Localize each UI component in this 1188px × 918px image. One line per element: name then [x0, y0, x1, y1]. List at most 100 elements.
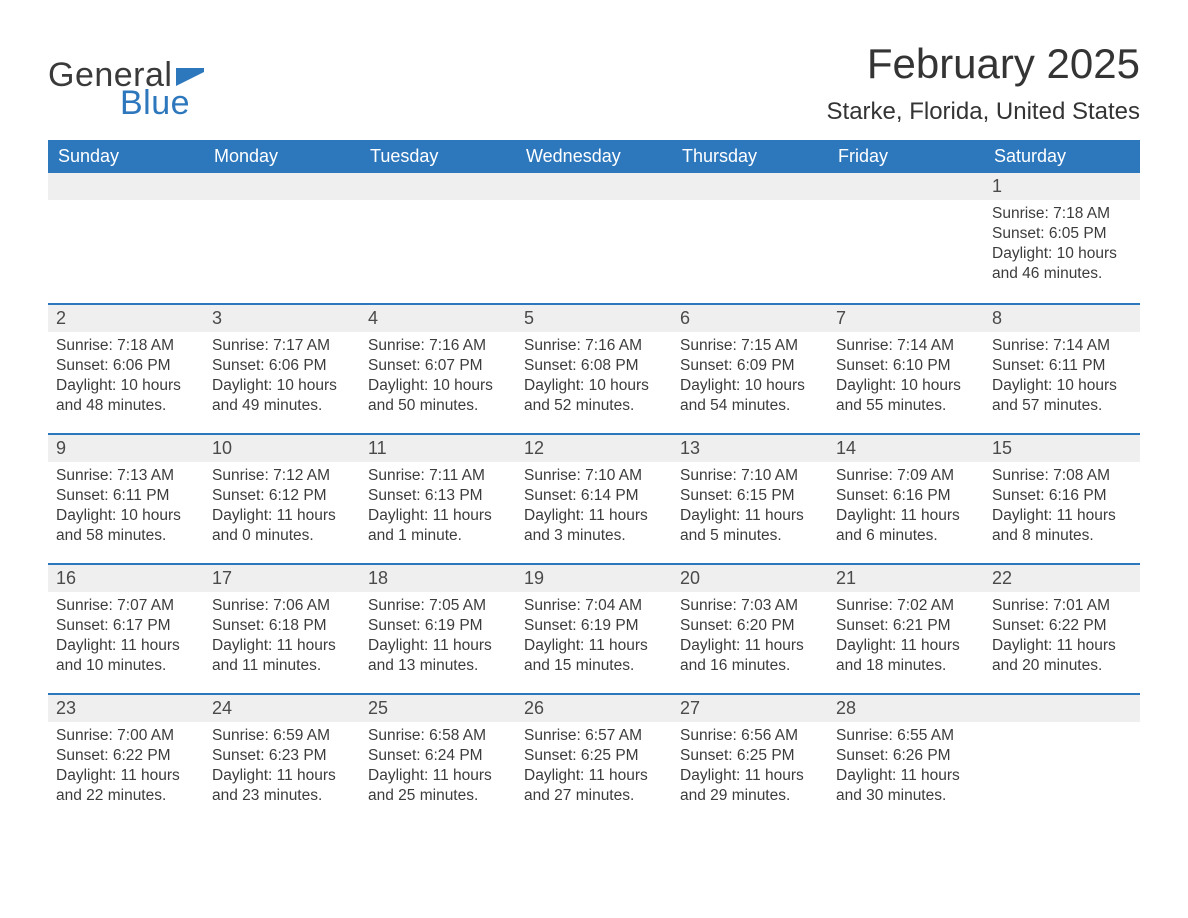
- sunrise-text: Sunrise: 7:02 AM: [836, 596, 976, 616]
- daylight-text: Daylight: 11 hours and 27 minutes.: [524, 766, 664, 806]
- day-number: 9: [48, 433, 204, 462]
- day-number: 23: [48, 693, 204, 722]
- weekday-header: Thursday: [672, 140, 828, 173]
- day-content: Sunrise: 7:10 AMSunset: 6:14 PMDaylight:…: [516, 462, 672, 555]
- sunset-text: Sunset: 6:26 PM: [836, 746, 976, 766]
- calendar-week-row: 1Sunrise: 7:18 AMSunset: 6:05 PMDaylight…: [48, 173, 1140, 303]
- calendar-cell: 26Sunrise: 6:57 AMSunset: 6:25 PMDayligh…: [516, 693, 672, 823]
- sunrise-text: Sunrise: 7:14 AM: [992, 336, 1132, 356]
- daylight-text: Daylight: 10 hours and 46 minutes.: [992, 244, 1132, 284]
- sunrise-text: Sunrise: 7:16 AM: [368, 336, 508, 356]
- sunrise-text: Sunrise: 7:13 AM: [56, 466, 196, 486]
- sunrise-text: Sunrise: 7:15 AM: [680, 336, 820, 356]
- calendar-cell: [672, 173, 828, 303]
- sunset-text: Sunset: 6:08 PM: [524, 356, 664, 376]
- calendar-week-row: 9Sunrise: 7:13 AMSunset: 6:11 PMDaylight…: [48, 433, 1140, 563]
- day-number: 26: [516, 693, 672, 722]
- sunset-text: Sunset: 6:06 PM: [212, 356, 352, 376]
- sunrise-text: Sunrise: 6:57 AM: [524, 726, 664, 746]
- calendar-cell: [48, 173, 204, 303]
- day-content: Sunrise: 7:04 AMSunset: 6:19 PMDaylight:…: [516, 592, 672, 685]
- day-number: 3: [204, 303, 360, 332]
- sunrise-text: Sunrise: 7:07 AM: [56, 596, 196, 616]
- day-number: 25: [360, 693, 516, 722]
- sunset-text: Sunset: 6:25 PM: [524, 746, 664, 766]
- sunrise-text: Sunrise: 7:00 AM: [56, 726, 196, 746]
- day-number: 2: [48, 303, 204, 332]
- empty-day: [48, 173, 204, 200]
- day-number: 21: [828, 563, 984, 592]
- day-content: Sunrise: 7:12 AMSunset: 6:12 PMDaylight:…: [204, 462, 360, 555]
- sunrise-text: Sunrise: 7:03 AM: [680, 596, 820, 616]
- sunrise-text: Sunrise: 6:59 AM: [212, 726, 352, 746]
- calendar-cell: 25Sunrise: 6:58 AMSunset: 6:24 PMDayligh…: [360, 693, 516, 823]
- day-number: 18: [360, 563, 516, 592]
- calendar-cell: 28Sunrise: 6:55 AMSunset: 6:26 PMDayligh…: [828, 693, 984, 823]
- sunrise-text: Sunrise: 6:58 AM: [368, 726, 508, 746]
- daylight-text: Daylight: 11 hours and 29 minutes.: [680, 766, 820, 806]
- daylight-text: Daylight: 10 hours and 55 minutes.: [836, 376, 976, 416]
- daylight-text: Daylight: 11 hours and 15 minutes.: [524, 636, 664, 676]
- calendar-week-row: 23Sunrise: 7:00 AMSunset: 6:22 PMDayligh…: [48, 693, 1140, 823]
- weekday-header: Tuesday: [360, 140, 516, 173]
- day-content: Sunrise: 7:01 AMSunset: 6:22 PMDaylight:…: [984, 592, 1140, 685]
- daylight-text: Daylight: 11 hours and 8 minutes.: [992, 506, 1132, 546]
- sunset-text: Sunset: 6:05 PM: [992, 224, 1132, 244]
- day-content: Sunrise: 7:11 AMSunset: 6:13 PMDaylight:…: [360, 462, 516, 555]
- sunrise-text: Sunrise: 6:55 AM: [836, 726, 976, 746]
- sunrise-text: Sunrise: 7:05 AM: [368, 596, 508, 616]
- calendar-cell: 7 Sunrise: 7:14 AMSunset: 6:10 PMDaylight…: [828, 303, 984, 433]
- sunrise-text: Sunrise: 7:17 AM: [212, 336, 352, 356]
- calendar-cell: 15Sunrise: 7:08 AMSunset: 6:16 PMDayligh…: [984, 433, 1140, 563]
- sunrise-text: Sunrise: 7:06 AM: [212, 596, 352, 616]
- calendar-cell: 21 Sunrise: 7:02 AMSunset: 6:21 PMDayligh…: [828, 563, 984, 693]
- day-content: Sunrise: 6:56 AMSunset: 6:25 PMDaylight:…: [672, 722, 828, 815]
- sunrise-text: Sunrise: 7:14 AM: [836, 336, 976, 356]
- daylight-text: Daylight: 11 hours and 0 minutes.: [212, 506, 352, 546]
- sunrise-text: Sunrise: 7:01 AM: [992, 596, 1132, 616]
- empty-day: [516, 173, 672, 200]
- day-number: 11: [360, 433, 516, 462]
- day-number: 1: [984, 173, 1140, 200]
- daylight-text: Daylight: 11 hours and 30 minutes.: [836, 766, 976, 806]
- day-number: 7: [828, 303, 984, 332]
- calendar-cell: 3Sunrise: 7:17 AMSunset: 6:06 PMDaylight…: [204, 303, 360, 433]
- sunset-text: Sunset: 6:16 PM: [992, 486, 1132, 506]
- day-content: Sunrise: 7:09 AMSunset: 6:16 PMDaylight:…: [828, 462, 984, 555]
- calendar-cell: 22Sunrise: 7:01 AMSunset: 6:22 PMDayligh…: [984, 563, 1140, 693]
- weekday-header: Friday: [828, 140, 984, 173]
- sunset-text: Sunset: 6:21 PM: [836, 616, 976, 636]
- sunrise-text: Sunrise: 7:18 AM: [56, 336, 196, 356]
- sunset-text: Sunset: 6:13 PM: [368, 486, 508, 506]
- day-number: 14: [828, 433, 984, 462]
- day-number: 8: [984, 303, 1140, 332]
- sunset-text: Sunset: 6:12 PM: [212, 486, 352, 506]
- day-content: Sunrise: 7:03 AMSunset: 6:20 PMDaylight:…: [672, 592, 828, 685]
- sunrise-text: Sunrise: 7:16 AM: [524, 336, 664, 356]
- day-content: Sunrise: 7:07 AMSunset: 6:17 PMDaylight:…: [48, 592, 204, 685]
- calendar-cell: [204, 173, 360, 303]
- weekday-header: Wednesday: [516, 140, 672, 173]
- calendar-week-row: 16Sunrise: 7:07 AMSunset: 6:17 PMDayligh…: [48, 563, 1140, 693]
- calendar-cell: 16Sunrise: 7:07 AMSunset: 6:17 PMDayligh…: [48, 563, 204, 693]
- calendar-cell: 20Sunrise: 7:03 AMSunset: 6:20 PMDayligh…: [672, 563, 828, 693]
- day-number: 5: [516, 303, 672, 332]
- calendar-cell: 12Sunrise: 7:10 AMSunset: 6:14 PMDayligh…: [516, 433, 672, 563]
- day-content: Sunrise: 7:18 AMSunset: 6:05 PMDaylight:…: [984, 200, 1140, 293]
- daylight-text: Daylight: 11 hours and 10 minutes.: [56, 636, 196, 676]
- calendar-cell: 14Sunrise: 7:09 AMSunset: 6:16 PMDayligh…: [828, 433, 984, 563]
- sunset-text: Sunset: 6:10 PM: [836, 356, 976, 376]
- sunset-text: Sunset: 6:23 PM: [212, 746, 352, 766]
- sunset-text: Sunset: 6:19 PM: [524, 616, 664, 636]
- day-content: Sunrise: 7:17 AMSunset: 6:06 PMDaylight:…: [204, 332, 360, 425]
- day-content: Sunrise: 6:57 AMSunset: 6:25 PMDaylight:…: [516, 722, 672, 815]
- daylight-text: Daylight: 11 hours and 1 minute.: [368, 506, 508, 546]
- logo-text-blue: Blue: [120, 86, 204, 120]
- day-content: Sunrise: 7:06 AMSunset: 6:18 PMDaylight:…: [204, 592, 360, 685]
- empty-day: [828, 173, 984, 200]
- calendar-cell: 2Sunrise: 7:18 AMSunset: 6:06 PMDaylight…: [48, 303, 204, 433]
- header: General Blue February 2025 Starke, Flori…: [48, 40, 1140, 126]
- day-content: Sunrise: 6:59 AMSunset: 6:23 PMDaylight:…: [204, 722, 360, 815]
- daylight-text: Daylight: 11 hours and 18 minutes.: [836, 636, 976, 676]
- day-number: 17: [204, 563, 360, 592]
